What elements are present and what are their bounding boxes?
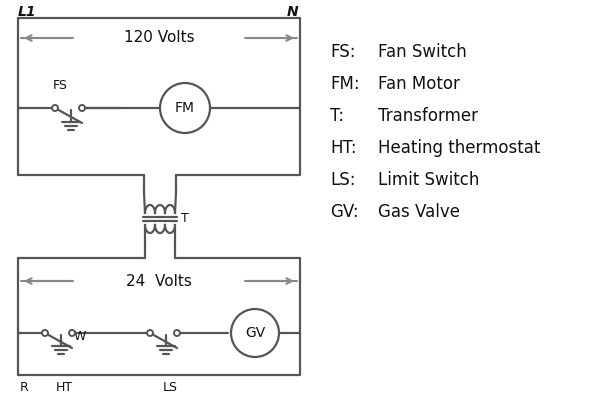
Circle shape	[160, 83, 210, 133]
Text: Fan Motor: Fan Motor	[378, 75, 460, 93]
Circle shape	[52, 105, 58, 111]
Text: Fan Switch: Fan Switch	[378, 43, 467, 61]
Text: GV:: GV:	[330, 203, 359, 221]
Text: 120 Volts: 120 Volts	[124, 30, 194, 46]
Text: Heating thermostat: Heating thermostat	[378, 139, 540, 157]
Circle shape	[174, 330, 180, 336]
Circle shape	[69, 330, 75, 336]
Text: LS: LS	[163, 381, 178, 394]
Text: T: T	[181, 212, 189, 226]
Text: R: R	[20, 381, 29, 394]
Text: FM:: FM:	[330, 75, 360, 93]
Text: FS: FS	[53, 79, 68, 92]
Circle shape	[231, 309, 279, 357]
Text: HT:: HT:	[330, 139, 356, 157]
Text: W: W	[74, 330, 86, 343]
Text: LS:: LS:	[330, 171, 356, 189]
Text: T:: T:	[330, 107, 344, 125]
Text: GV: GV	[245, 326, 265, 340]
Text: Limit Switch: Limit Switch	[378, 171, 479, 189]
Circle shape	[42, 330, 48, 336]
Text: Gas Valve: Gas Valve	[378, 203, 460, 221]
Circle shape	[79, 105, 85, 111]
Text: FM: FM	[175, 101, 195, 115]
Text: FS:: FS:	[330, 43, 356, 61]
Text: Transformer: Transformer	[378, 107, 478, 125]
Text: L1: L1	[18, 5, 37, 19]
Text: 24  Volts: 24 Volts	[126, 274, 192, 288]
Text: HT: HT	[56, 381, 73, 394]
Text: N: N	[286, 5, 298, 19]
Circle shape	[147, 330, 153, 336]
